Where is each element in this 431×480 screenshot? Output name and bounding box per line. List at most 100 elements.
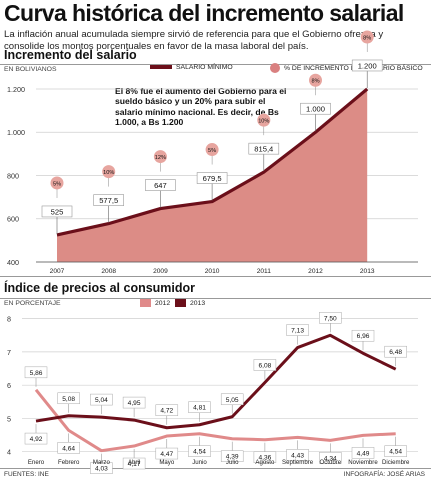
- cpi-value-label-2012: 4,49: [357, 450, 370, 457]
- cpi-legend-2013: 2013: [175, 299, 205, 307]
- increment-badge: [360, 30, 374, 44]
- increment-badge-label: 5%: [208, 148, 216, 154]
- increment-badge: [205, 143, 219, 157]
- legend-2013-label: 2013: [190, 299, 206, 307]
- cpi-month-label: Diciembre: [382, 459, 410, 466]
- salary-unit-label: EN BOLIVIANOS: [4, 66, 57, 73]
- cpi-chart-title: Índice de precios al consumidor: [4, 281, 196, 295]
- cpi-value-label-2013: 6,96: [357, 333, 370, 340]
- legend-line-swatch: [150, 65, 172, 70]
- salary-header-rule: [0, 64, 431, 65]
- cpi-month-label: Abril: [128, 459, 140, 466]
- cpi-value-label-2012: 4,64: [62, 445, 75, 452]
- cpi-month-label: Agosto: [255, 459, 275, 466]
- increment-badge: [102, 165, 116, 179]
- increment-badge-label: 8%: [363, 35, 371, 41]
- cpi-value-box-2012: [351, 447, 375, 459]
- cpi-value-label-2013: 5,08: [62, 396, 75, 403]
- cpi-value-label-2013: 7,50: [324, 315, 337, 322]
- page-title: Curva histórica del incremento salarial: [4, 0, 404, 26]
- salary-value-label: 1.000: [306, 105, 325, 114]
- salary-year-label: 2008: [101, 268, 116, 275]
- increment-badge: [50, 176, 64, 190]
- cpi-value-label-2012: 4,54: [389, 449, 402, 456]
- cpi-value-box-2013: [24, 432, 48, 445]
- cpi-ytick-label: 5: [7, 414, 11, 423]
- cpi-ytick-label: 6: [7, 381, 11, 390]
- cpi-value-label-2012: 4,39: [226, 454, 239, 461]
- salary-value-box: [248, 142, 280, 155]
- salary-chart-title: Incremento del salario: [4, 48, 137, 62]
- cpi-value-label-2013: 7,13: [291, 328, 304, 335]
- cpi-value-box-2012: [188, 445, 211, 457]
- salary-year-label: 2007: [50, 268, 65, 275]
- section-divider: [0, 276, 431, 277]
- cpi-value-box-2012: [220, 450, 244, 462]
- cpi-month-label: Enero: [28, 459, 45, 466]
- salary-value-box: [41, 205, 73, 218]
- cpi-value-box-2012: [57, 442, 80, 454]
- cpi-value-label-2013: 6,08: [258, 363, 271, 370]
- cpi-unit-label: EN PORCENTAJE: [4, 300, 61, 307]
- increment-badge-label: 12%: [155, 155, 166, 161]
- cpi-value-label-2012: 4,03: [95, 466, 108, 473]
- salary-legend-line: SALARIO MÍNIMO: [150, 64, 233, 71]
- salary-value-box: [300, 102, 331, 115]
- cpi-month-label: Junio: [192, 459, 207, 466]
- cpi-header-rule: [0, 298, 431, 299]
- page-subtitle: La inflación anual acumulada siempre sir…: [4, 29, 384, 52]
- salary-ytick-label: 1.000: [7, 128, 25, 137]
- cpi-value-box-2013: [384, 345, 407, 358]
- cpi-value-box-2012: [253, 451, 277, 463]
- cpi-value-label-2013: 4,81: [193, 405, 206, 412]
- salary-value-label: 647: [154, 181, 167, 190]
- cpi-month-label: Septiembre: [282, 459, 314, 466]
- salary-value-label: 679,5: [203, 174, 222, 183]
- salary-year-label: 2010: [205, 268, 220, 275]
- legend-2012-label: 2012: [155, 299, 171, 307]
- cpi-value-label-2013: 4,72: [160, 408, 173, 415]
- footer-rule: [0, 468, 431, 469]
- salary-year-label: 2013: [360, 268, 375, 275]
- legend-2012-swatch: [140, 299, 151, 307]
- cpi-value-box-2013: [188, 401, 211, 413]
- cpi-value-label-2012: 4,17: [128, 461, 141, 468]
- cpi-value-label-2013: 4,92: [30, 436, 43, 443]
- increment-badge-label: 5%: [53, 181, 61, 187]
- footer-credit: INFOGRAFÍA: JOSÉ ARIAS: [343, 471, 425, 478]
- salary-ytick-label: 600: [7, 215, 19, 224]
- salary-ytick-label: 1.200: [7, 85, 25, 94]
- cpi-value-box-2013: [351, 329, 375, 342]
- cpi-value-box-2013: [253, 359, 277, 371]
- salary-value-label: 525: [51, 207, 64, 216]
- legend-2013-swatch: [175, 299, 186, 307]
- cpi-month-label: Febrero: [58, 459, 80, 466]
- salary-value-label: 577,5: [99, 196, 118, 205]
- salary-series-line: [56, 87, 369, 237]
- cpi-value-box-2013: [57, 392, 80, 405]
- cpi-value-label-2012: 4,36: [258, 455, 271, 462]
- cpi-line-2013: [35, 333, 397, 430]
- cpi-value-box-2012: [384, 445, 407, 457]
- increment-badge: [309, 73, 322, 87]
- cpi-value-label-2012: 5,86: [30, 370, 43, 377]
- cpi-value-box-2012: [155, 447, 179, 460]
- cpi-month-label: Noviembre: [348, 459, 378, 466]
- salary-year-label: 2011: [257, 268, 272, 275]
- cpi-value-label-2012: 4,34: [324, 455, 337, 462]
- salary-value-box: [196, 172, 228, 184]
- cpi-month-label: Octubre: [319, 459, 341, 466]
- salary-value-label: 815,4: [254, 145, 273, 154]
- cpi-value-box-2013: [220, 393, 244, 406]
- cpi-value-box-2013: [122, 396, 146, 409]
- cpi-value-box-2012: [24, 366, 48, 379]
- cpi-month-label: Marzo: [93, 459, 111, 466]
- salary-value-label: 1.200: [358, 61, 377, 70]
- salary-annotation: El 8% fue el aumento del Gobierno para e…: [115, 86, 287, 128]
- salary-ytick-label: 400: [7, 258, 19, 267]
- footer-source: FUENTES: INE: [4, 471, 49, 478]
- cpi-value-label-2013: 6,48: [389, 349, 402, 356]
- increment-badge: [257, 113, 271, 127]
